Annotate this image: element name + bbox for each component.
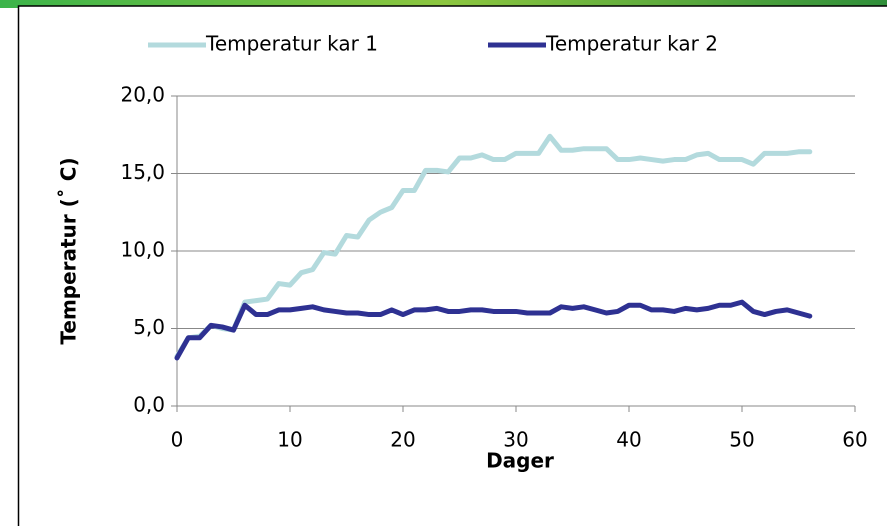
chart-frame — [17, 5, 887, 526]
x-tick-label: 40 — [616, 428, 641, 452]
x-tick-label: 30 — [503, 428, 528, 452]
y-tick-label: 10,0 — [120, 238, 165, 262]
line-series — [174, 299, 813, 361]
line-series — [174, 133, 813, 359]
legend-label: Temperatur kar 1 — [205, 32, 378, 56]
header-strip — [0, 0, 887, 8]
x-tick-label: 10 — [277, 428, 302, 452]
y-tick-label: 15,0 — [120, 160, 165, 184]
y-tick-label: 20,0 — [120, 83, 165, 107]
x-tick-label: 0 — [171, 428, 184, 452]
y-axis-label: Temperatur (˚ C) — [57, 157, 81, 344]
y-tick-label: 5,0 — [133, 315, 165, 339]
y-tick-label: 0,0 — [133, 393, 165, 417]
legend-label: Temperatur kar 2 — [545, 32, 718, 56]
x-axis-label: Dager — [486, 449, 554, 473]
x-tick-label: 60 — [842, 428, 867, 452]
x-tick-label: 50 — [729, 428, 754, 452]
x-tick-label: 20 — [390, 428, 415, 452]
